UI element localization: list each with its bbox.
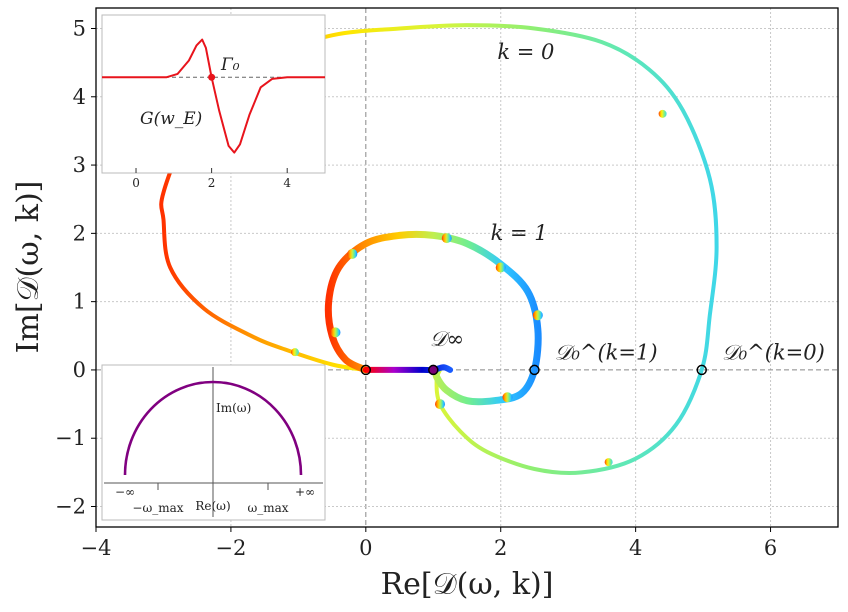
inset-bottom-neg-inf-label: −∞ — [115, 485, 135, 499]
inset-bottom-im-label: Im(ω) — [216, 401, 251, 415]
series-1-arrow-marker — [495, 262, 506, 273]
annotation-k0: k = 0 — [497, 40, 554, 64]
x-tick-label: 4 — [629, 536, 642, 560]
x-tick-label: 6 — [764, 536, 777, 560]
y-tick-label: −1 — [55, 426, 86, 450]
series-1-arrow-marker — [532, 310, 543, 321]
x-tick-label: 2 — [494, 536, 507, 560]
inset-top-tick-label: 4 — [283, 176, 291, 190]
series-1-arrow-marker — [435, 399, 446, 410]
inset-top-gamma-marker — [208, 73, 216, 81]
inset-bottom-pos-wmax-label: ω_max — [247, 501, 288, 515]
series-1-arrow-marker — [502, 392, 513, 403]
data-point-marker — [428, 364, 439, 376]
y-tick-label: 5 — [73, 16, 86, 40]
x-tick-label: −4 — [81, 536, 112, 560]
series-0-arrow-marker — [290, 348, 299, 357]
series-0-arrow-marker — [658, 109, 667, 118]
plot-frame — [95, 7, 839, 528]
series-layer — [159, 23, 719, 476]
series-0-arrow-marker — [604, 458, 613, 467]
y-axis-label: Im[𝒟(ω, k)] — [11, 181, 46, 354]
x-tick-label: −2 — [215, 536, 246, 560]
point-label-d0-k1: 𝒟₀^(k=1) — [555, 341, 658, 365]
series-1-arrow-marker — [441, 233, 452, 244]
data-point-marker — [696, 364, 707, 376]
y-tick-label: 0 — [73, 358, 86, 382]
point-label-d0-k0: 𝒟₀^(k=0) — [722, 341, 825, 365]
annotation-k1: k = 1 — [491, 221, 548, 245]
inset-top-g-curve — [102, 38, 325, 154]
inset-bottom-re-label: Re(ω) — [195, 499, 230, 513]
data-point-marker — [360, 364, 372, 376]
annotation-d-infinity: 𝒟∞ — [430, 327, 464, 351]
y-tick-label: 1 — [73, 290, 86, 314]
inset-top-curve: 0 2 4 — [102, 38, 325, 190]
series-0-curve — [159, 23, 719, 476]
series-1-curve — [324, 230, 542, 406]
y-tick-label: 3 — [73, 153, 86, 177]
series-1-arrow-marker — [330, 327, 341, 338]
inset-top: 0 2 4 G(w_E) Γ₀ — [101, 14, 326, 190]
series-1-arrow-marker — [347, 248, 358, 259]
point-markers — [360, 364, 707, 376]
inset-bottom-pos-inf-label: +∞ — [295, 485, 315, 499]
inset-bottom-semicircle — [123, 380, 303, 476]
inset-bottom-neg-wmax-label: −ω_max — [132, 501, 183, 515]
y-tick-label: 2 — [73, 221, 86, 245]
x-tick-label: 0 — [359, 536, 372, 560]
inset-top-frame — [101, 14, 326, 174]
series-2-curve — [362, 364, 454, 374]
y-tick-label: 4 — [73, 85, 86, 109]
inset-top-marker-label: Γ₀ — [220, 55, 240, 75]
inset-top-label: G(w_E) — [140, 109, 202, 129]
inset-bottom: Im(ω) Re(ω) −∞ −ω_max ω_max +∞ — [101, 364, 326, 521]
x-axis-label: Re[𝒟(ω, k)] — [381, 567, 554, 602]
data-point-marker — [529, 364, 540, 376]
inset-top-tick-label: 2 — [208, 176, 216, 190]
inset-top-tick-label: 0 — [132, 176, 140, 190]
y-tick-label: −2 — [55, 495, 86, 519]
tick-labels: −4 −2 0 2 4 6 −2 −1 0 1 2 3 4 5 — [55, 16, 777, 560]
